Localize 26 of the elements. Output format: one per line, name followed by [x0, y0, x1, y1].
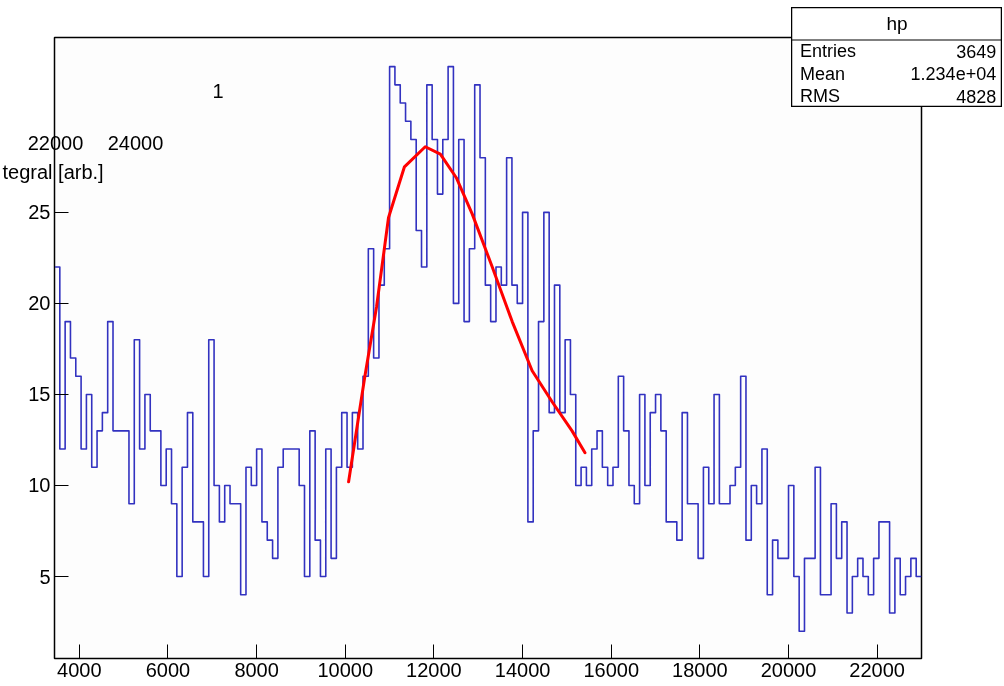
x-tick-label: 16000 [583, 658, 640, 681]
y-tick-label: 25 [28, 201, 51, 224]
y-tick-label: 10 [28, 474, 51, 497]
x-tick-label: 8000 [234, 658, 279, 681]
text: 3649 [956, 41, 997, 62]
x-tick-label: 12000 [406, 658, 462, 681]
annotation: 1 [212, 79, 224, 102]
y-tick-label: 15 [28, 383, 51, 406]
annotation: 24000 [107, 131, 164, 154]
annotation: tegral [arb.] [2, 160, 104, 183]
x-tick-label: 4000 [57, 658, 102, 681]
y-tick-label: 5 [39, 565, 51, 588]
text: hp [886, 13, 908, 35]
text: 4828 [956, 86, 997, 107]
x-tick-label: 14000 [494, 658, 551, 681]
annotation: Entries [799, 41, 856, 62]
annotation: 1.234e+04 [910, 64, 997, 85]
annotation: RMS [799, 86, 840, 107]
x-tick-label: 18000 [672, 658, 728, 681]
line-series [347, 145, 587, 484]
x-tick-label: 22000 [849, 658, 905, 681]
y-tick-label: 20 [28, 292, 51, 315]
x-tick-label: 10000 [317, 658, 374, 681]
x-tick-label: 6000 [145, 658, 191, 681]
x-tick-label: 20000 [760, 658, 817, 681]
annotation: Mean [799, 63, 845, 84]
